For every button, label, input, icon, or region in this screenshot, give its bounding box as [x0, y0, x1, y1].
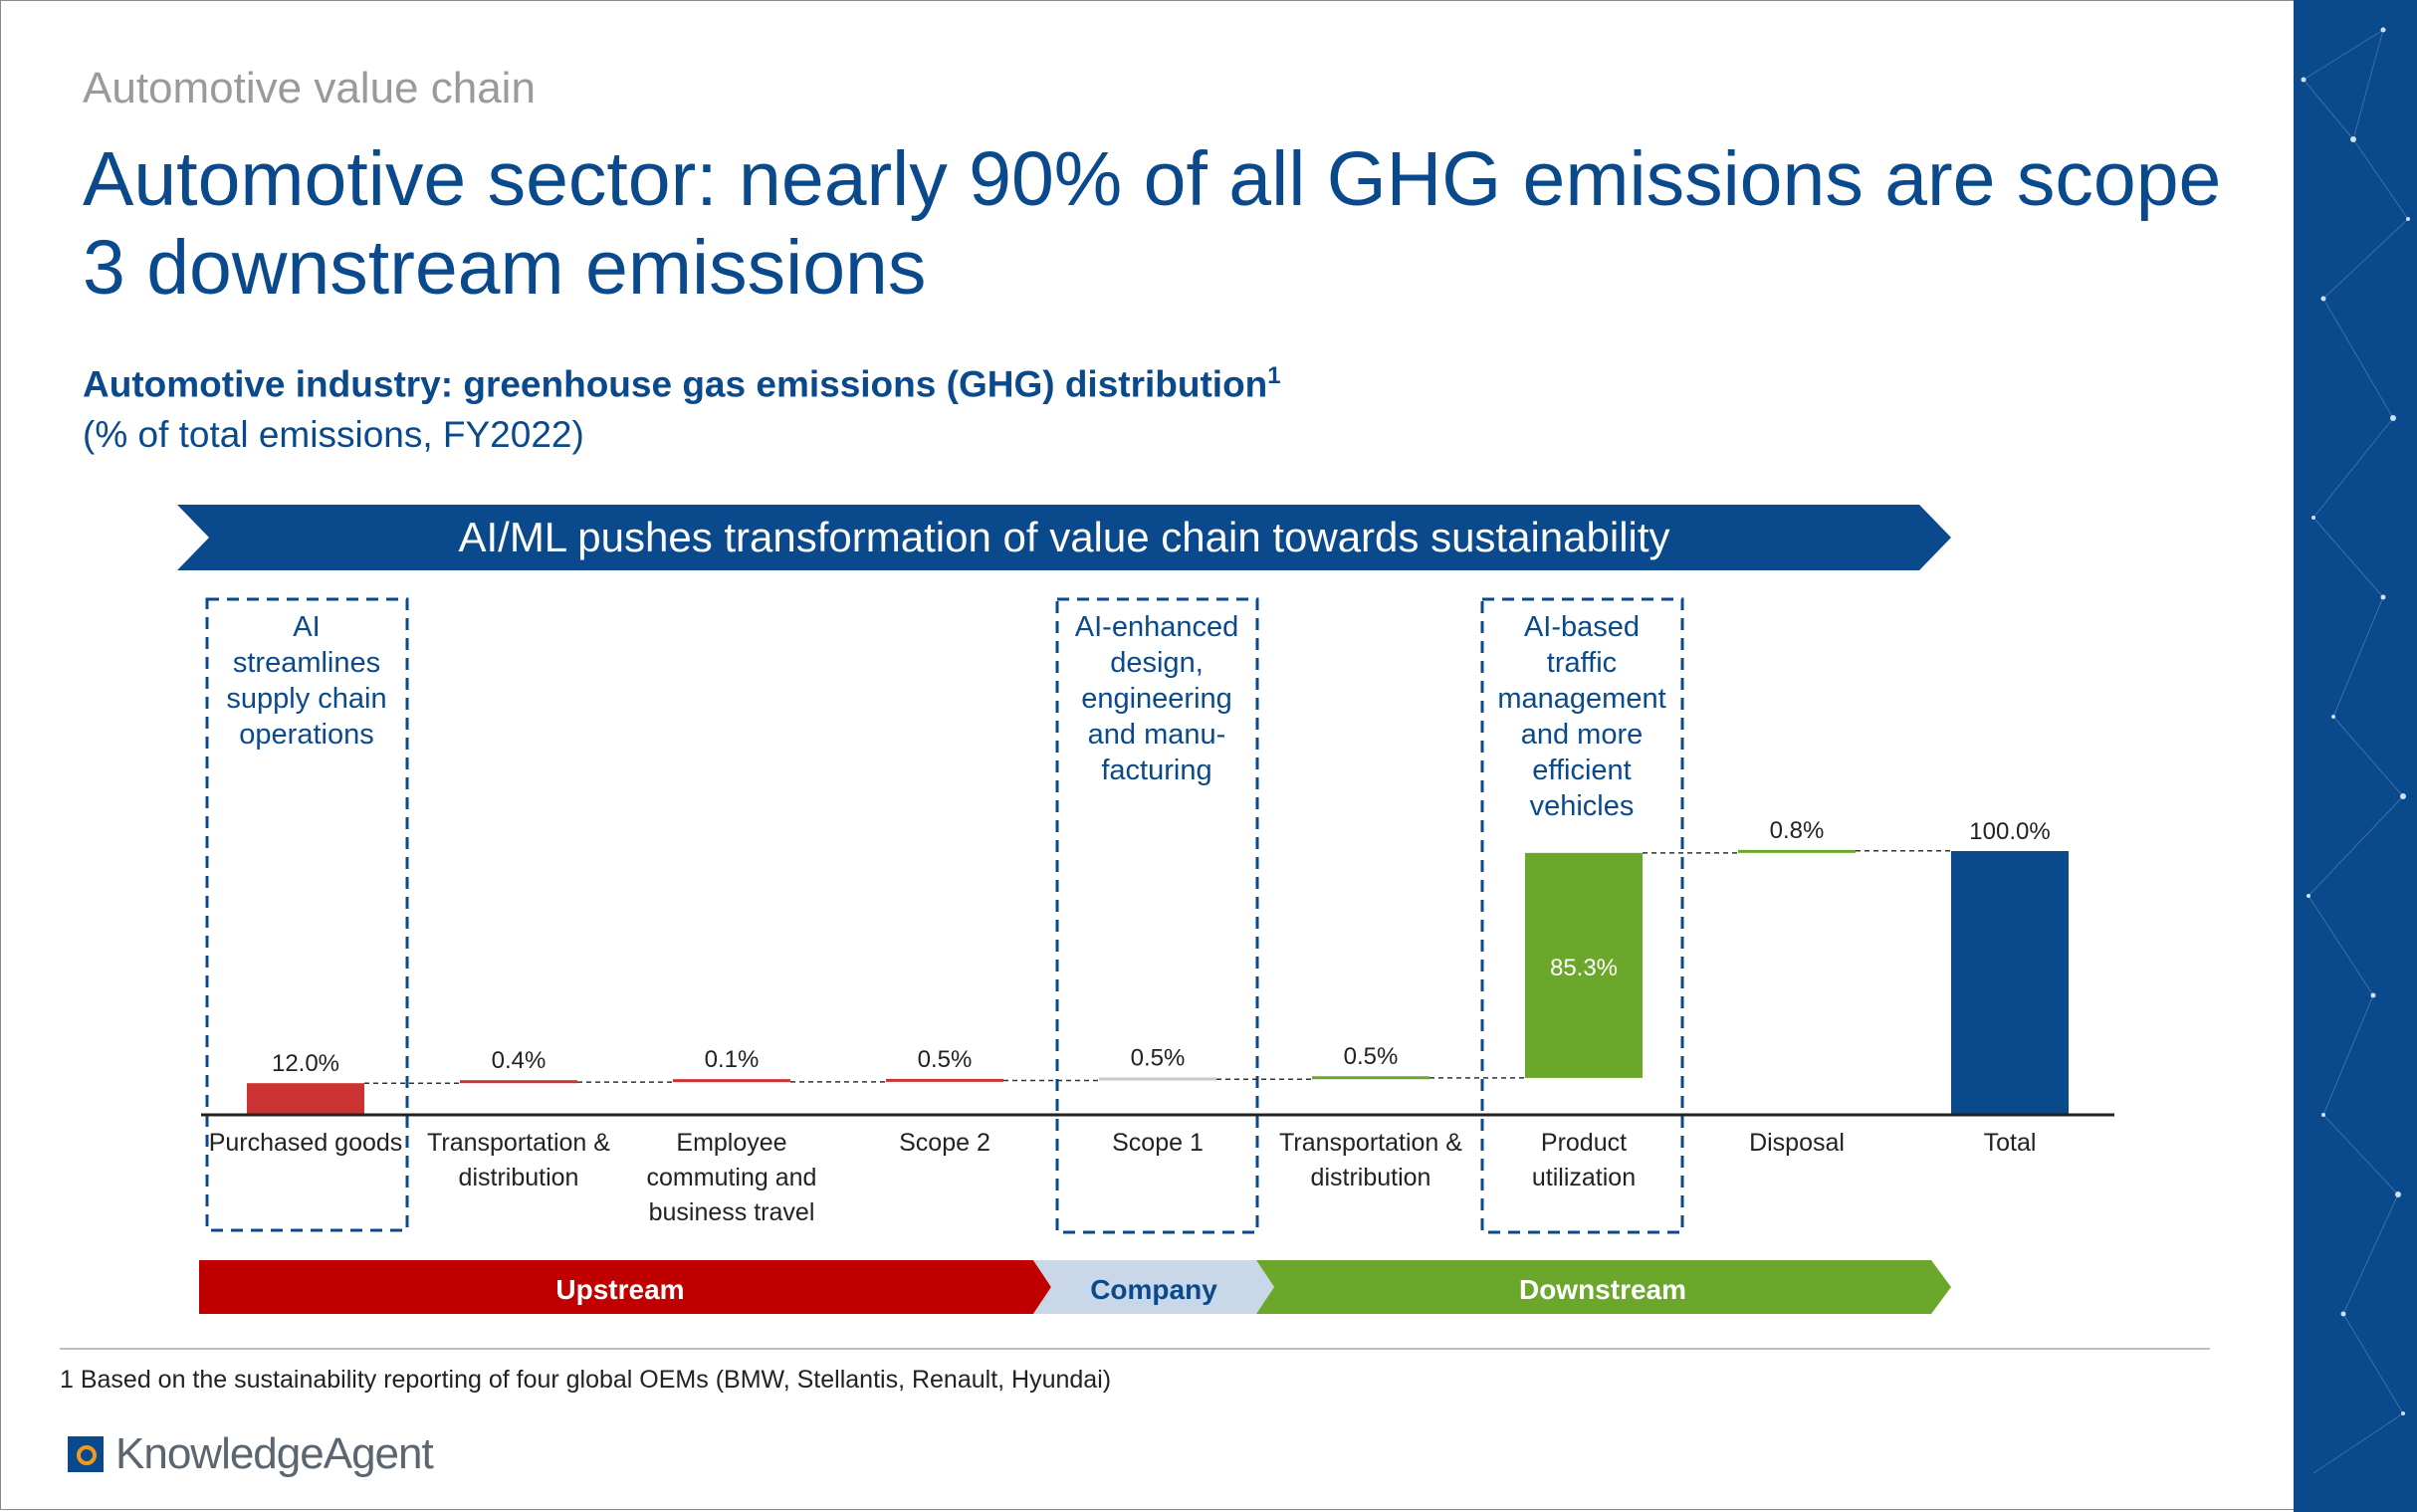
logo-icon: [68, 1436, 104, 1472]
bar-value-label: 12.0%: [272, 1050, 339, 1077]
downstream-note-box: [1480, 597, 1684, 1234]
bar-7: [1525, 852, 1643, 1078]
bar-4: [886, 1078, 1003, 1082]
bar-9: [1951, 851, 2069, 1115]
category-label: Purchased goods: [209, 1129, 403, 1157]
bar-8: [1738, 849, 1856, 853]
company-stage-arrow: [1033, 1260, 1274, 1314]
company-note-box: [1055, 597, 1259, 1234]
bar-value-label: 0.5%: [1344, 1043, 1399, 1070]
downstream-stage-arrow: [1256, 1260, 1951, 1314]
section-eyebrow: Automotive value chain: [83, 64, 536, 112]
chart-title: Automotive industry: greenhouse gas emis…: [83, 362, 1281, 405]
category-label: Scope 2: [899, 1129, 990, 1157]
bar-value-label: 0.8%: [1770, 817, 1825, 844]
downstream-stage-label: Downstream: [1519, 1274, 1686, 1305]
bar-1: [247, 1083, 364, 1115]
bar-2: [460, 1080, 577, 1084]
footnote: 1 Based on the sustainability reporting …: [60, 1366, 1112, 1394]
chart-title-text: Automotive industry: greenhouse gas emis…: [83, 363, 1268, 405]
upstream-stage-arrow: [199, 1260, 1051, 1314]
bar-5: [1099, 1077, 1216, 1081]
category-label: Total: [1984, 1129, 2037, 1157]
category-label: Disposal: [1749, 1129, 1845, 1157]
category-label: Employee commuting and business travel: [647, 1129, 817, 1226]
banner-text: AI/ML pushes transformation of value cha…: [458, 514, 1670, 560]
bar-value-label: 0.5%: [1131, 1045, 1186, 1072]
bar-value-label: 100.0%: [1969, 818, 2050, 845]
brand-logo: KnowledgeAgent: [68, 1429, 434, 1479]
bar-value-label: 0.5%: [918, 1046, 973, 1073]
category-label: Product utilization: [1532, 1129, 1636, 1191]
upstream-note: AI streamlines supply chain operations: [226, 611, 387, 751]
decorative-side-panel: [2294, 0, 2417, 1512]
footnote-divider: [60, 1348, 2210, 1350]
upstream-note-box: [205, 597, 409, 1232]
bar-value-label: 0.4%: [492, 1047, 547, 1074]
bar-value-label: 85.3%: [1550, 955, 1618, 981]
downstream-note: AI-based traffic management and more eff…: [1497, 611, 1666, 822]
company-stage-label: Company: [1090, 1274, 1217, 1305]
banner-arrow: [177, 505, 1951, 570]
category-label: Scope 1: [1112, 1129, 1204, 1157]
chart-unit: (% of total emissions, FY2022): [83, 414, 584, 455]
page-title: Automotive sector: nearly 90% of all GHG…: [83, 136, 2222, 311]
upstream-stage-label: Upstream: [555, 1274, 684, 1305]
company-note: AI-enhanced design, engineering and manu…: [1074, 611, 1239, 786]
bar-value-label: 0.1%: [705, 1046, 760, 1073]
bar-3: [673, 1079, 790, 1083]
category-label: Transportation & distribution: [427, 1129, 610, 1191]
bar-6: [1312, 1076, 1429, 1080]
category-label: Transportation & distribution: [1279, 1129, 1462, 1191]
logo-text: KnowledgeAgent: [115, 1429, 434, 1478]
footnote-marker: 1: [1267, 362, 1281, 389]
